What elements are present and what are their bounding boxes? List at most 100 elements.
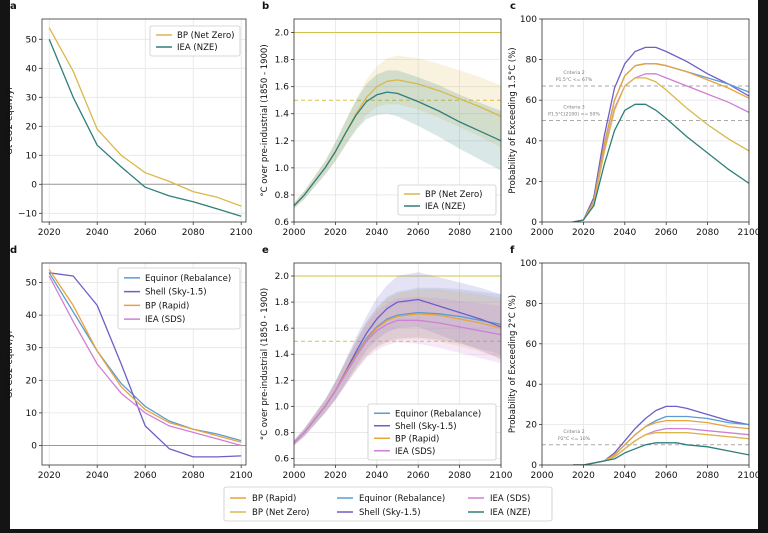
legend-box [397, 184, 497, 216]
y-tick-label: 1.8 [275, 56, 290, 66]
y-tick-label: 1.0 [275, 164, 290, 174]
x-tick-label: 2020 [38, 228, 61, 238]
band-bp_net_zero [294, 55, 501, 209]
legend-label-iea_nze: IEA (NZE) [177, 43, 218, 53]
y-tick-label: 1.4 [275, 110, 290, 120]
y-tick-label: 30 [26, 344, 38, 354]
x-tick-label: 2100 [738, 471, 761, 481]
legend-bottom-label-shell: Shell (Sky-1.5) [359, 508, 421, 518]
criteria-sublabel: P2°C <= 10% [558, 436, 591, 442]
y-tick-label: 40 [26, 64, 38, 74]
y-tick-label: 1.4 [275, 350, 290, 360]
panel-f: Criteria 2P2°C <= 10%2000 2020 2040 2060 208… [508, 245, 761, 481]
x-tick-label: 2080 [182, 471, 205, 481]
legend-bottom-label-equinor: Equinor (Rebalance) [359, 494, 445, 504]
series-line-bp_net_zero [48, 27, 242, 207]
y-tick-label: 40 [526, 137, 538, 147]
y-tick-label: 1.2 [275, 137, 289, 147]
y-tick-label: 40 [26, 311, 38, 321]
series-line-iea_sds [48, 275, 242, 447]
y-tick-label: 10 [26, 151, 38, 161]
series-line-equinor [48, 272, 242, 442]
series-line-iea_nze [572, 103, 749, 222]
y-tick-label: 1.6 [275, 324, 290, 334]
x-tick-label: 2100 [230, 471, 253, 481]
x-tick-label: 2100 [230, 228, 253, 238]
y-tick-label: 80 [526, 299, 538, 309]
series-line-iea_nze [48, 39, 242, 217]
legend-bottom-label-iea_sds: IEA (SDS) [490, 494, 530, 504]
legend-a: BP (Net Zero) IEA (NZE) [149, 25, 241, 57]
y-tick-label: 0 [531, 461, 537, 471]
panel-label: f [510, 245, 515, 256]
legend-label-shell: Shell (Sky-1.5) [395, 422, 457, 432]
y-tick-label: 1.0 [275, 402, 290, 412]
x-tick-label: 2080 [182, 228, 205, 238]
x-tick-label: 2060 [407, 471, 430, 481]
x-tick-label: 2100 [490, 471, 513, 481]
x-tick-label: 2080 [696, 228, 719, 238]
plot-area-a [48, 27, 242, 217]
y-tick-label: 20 [26, 122, 38, 132]
x-tick-label: 2040 [86, 471, 109, 481]
axes-frame [541, 262, 750, 466]
legend-label-iea_sds: IEA (SDS) [395, 447, 435, 457]
x-tick-label: 2060 [134, 228, 157, 238]
legend-bottom-label-bp_net_zero: BP (Net Zero) [252, 508, 309, 518]
panel-b: 2000 2020 2040 2060 2080 2100 0.6 0.8 1.0 1.2 1.4 1… [260, 1, 513, 238]
y-tick-label: 100 [520, 259, 537, 269]
plot-area-d [48, 269, 242, 458]
x-tick-label: 2040 [365, 471, 388, 481]
y-axis-label: Probability of Exceeding 2°C (%) [508, 295, 518, 433]
y-axis-label: Probability of Exceeding 1.5°C (%) [508, 47, 518, 193]
band-iea_sds [294, 296, 501, 446]
criteria-label: Criteria 3 [563, 105, 584, 111]
panel-d: 2020 2040 2060 2080 2100 0 10 20 30 40 50 Gt CO2-eq… [5, 245, 253, 481]
legend-label-equinor: Equinor (Rebalance) [145, 274, 231, 284]
x-tick-label: 2060 [655, 228, 678, 238]
x-tick-label: 2060 [134, 471, 157, 481]
legend-label-iea_sds: IEA (SDS) [145, 315, 185, 325]
x-tick-label: 2100 [738, 228, 761, 238]
x-tick-label: 2040 [86, 228, 109, 238]
legend-label-shell: Shell (Sky-1.5) [145, 288, 207, 298]
x-tick-label: 2080 [448, 471, 471, 481]
legend-b: BP (Net Zero) IEA (NZE) [397, 184, 497, 216]
y-tick-label: 1.2 [275, 376, 289, 386]
legend-e: Equinor (Rebalance) Shell (Sky-1.5) BP (Ra… [367, 403, 497, 461]
x-tick-label: 2040 [365, 228, 388, 238]
criteria-sublabel: P1.5°C <= 67% [556, 77, 593, 83]
y-axis-label: Gt CO2-equiv/yr [5, 329, 15, 398]
y-tick-label: 60 [526, 96, 538, 106]
legend-label-bp_rapid: BP (Rapid) [145, 301, 189, 311]
panel-a: 2020 2040 2060 2080 2100 −10 0 10 20 30 40 50 Gt CO2… [5, 1, 253, 238]
x-tick-label: 2060 [655, 471, 678, 481]
legend-box [117, 267, 241, 330]
series-line-iea_sds [294, 319, 501, 444]
y-tick-label: 0 [531, 218, 537, 228]
legend-bottom-label-iea_nze: IEA (NZE) [490, 508, 531, 518]
legend-box [367, 403, 497, 461]
y-tick-label: 80 [526, 56, 538, 66]
y-axis-label: °C over pre-industrial (1850 - 1900) [260, 288, 270, 440]
series-line-shell [572, 46, 749, 222]
y-tick-label: 2.0 [275, 272, 290, 282]
y-tick-label: 30 [26, 93, 38, 103]
x-tick-label: 2060 [407, 228, 430, 238]
y-axis-label: °C over pre-industrial (1850 - 1900) [260, 44, 270, 196]
plot-area-e [294, 272, 501, 446]
axes-frame [293, 262, 502, 466]
y-tick-label: 40 [526, 380, 538, 390]
y-tick-label: 2.0 [275, 29, 290, 39]
y-tick-label: 60 [526, 340, 538, 350]
criteria-label: Criteria 2 [563, 70, 584, 76]
series-line-bp_net_zero [572, 77, 749, 222]
panel-e: 2000 2020 2040 2060 2080 2100 0.6 0.8 1.0 1.2 1.4 1… [260, 245, 513, 481]
axes-frame [293, 18, 502, 223]
x-tick-label: 2000 [283, 471, 306, 481]
y-tick-label: 1.8 [275, 298, 290, 308]
axes-frame [41, 262, 247, 466]
y-tick-label: 50 [26, 279, 38, 289]
